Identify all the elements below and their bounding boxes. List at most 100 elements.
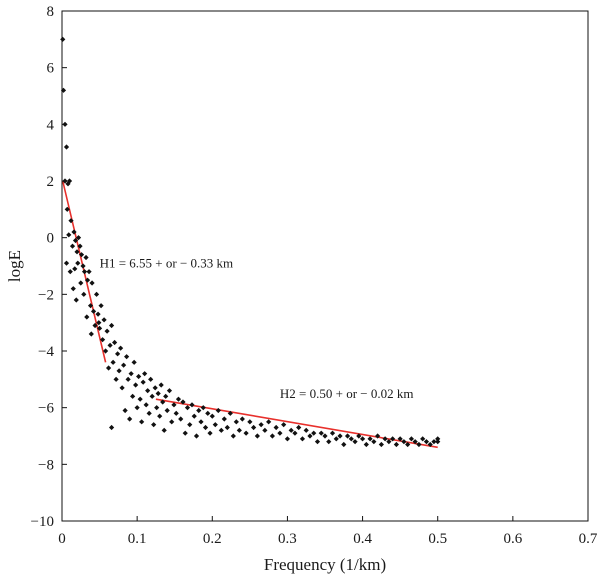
data-point bbox=[284, 436, 291, 442]
data-point bbox=[356, 433, 362, 439]
data-point bbox=[233, 419, 239, 425]
data-point bbox=[205, 410, 211, 416]
data-point bbox=[296, 424, 302, 431]
data-point bbox=[93, 291, 100, 297]
fit-lines bbox=[61, 180, 438, 449]
data-point bbox=[251, 424, 257, 431]
data-point bbox=[63, 144, 70, 150]
data-point bbox=[69, 243, 76, 249]
data-point bbox=[66, 232, 72, 238]
data-point bbox=[420, 436, 426, 442]
fit-annotation: H2 = 0.50 + or − 0.02 km bbox=[280, 386, 414, 401]
data-point bbox=[154, 405, 160, 411]
data-point bbox=[98, 303, 104, 309]
y-tick-label: −2 bbox=[38, 287, 54, 303]
data-point bbox=[68, 218, 74, 224]
data-point bbox=[152, 385, 158, 391]
data-point bbox=[311, 430, 317, 436]
data-point bbox=[157, 413, 163, 419]
data-point bbox=[254, 433, 260, 439]
data-point bbox=[105, 365, 112, 371]
data-point bbox=[149, 393, 155, 399]
data-point bbox=[77, 243, 83, 249]
data-point bbox=[108, 424, 115, 431]
x-tick-label: 0.1 bbox=[128, 531, 147, 547]
data-point bbox=[96, 325, 103, 331]
data-point bbox=[137, 396, 143, 402]
data-point bbox=[83, 254, 89, 261]
data-point bbox=[187, 422, 193, 428]
data-point bbox=[116, 368, 122, 374]
data-point bbox=[122, 407, 128, 414]
data-point bbox=[337, 433, 343, 439]
y-tick-label: 8 bbox=[47, 4, 55, 20]
data-point bbox=[401, 439, 407, 445]
data-point bbox=[136, 373, 142, 380]
data-point bbox=[314, 439, 321, 445]
y-tick-label: −10 bbox=[31, 514, 54, 530]
data-point bbox=[326, 439, 332, 445]
data-point bbox=[198, 419, 204, 425]
data-point bbox=[75, 235, 82, 241]
data-point bbox=[209, 413, 215, 419]
y-tick-label: 6 bbox=[47, 61, 55, 77]
data-point bbox=[115, 351, 121, 357]
x-tick-label: 0.7 bbox=[579, 531, 598, 547]
data-point bbox=[303, 427, 309, 433]
data-point bbox=[128, 371, 134, 377]
data-point bbox=[142, 371, 148, 377]
data-point bbox=[184, 405, 191, 411]
data-point bbox=[160, 399, 166, 405]
data-point bbox=[118, 345, 124, 351]
data-point bbox=[318, 430, 324, 436]
fit-annotation: H1 = 6.55 + or − 0.33 km bbox=[100, 255, 234, 270]
data-point bbox=[175, 396, 182, 402]
data-point bbox=[215, 407, 221, 414]
data-point bbox=[151, 422, 157, 428]
data-point bbox=[423, 439, 430, 445]
data-point bbox=[341, 441, 347, 448]
data-point bbox=[408, 436, 415, 442]
data-point bbox=[348, 436, 354, 442]
data-point bbox=[127, 416, 133, 422]
data-point bbox=[281, 422, 287, 428]
data-point bbox=[66, 178, 73, 184]
data-point bbox=[258, 422, 264, 428]
y-tick-label: −4 bbox=[38, 344, 54, 360]
data-point bbox=[171, 402, 177, 408]
data-point bbox=[96, 320, 102, 326]
data-point bbox=[224, 424, 230, 431]
data-point bbox=[169, 419, 175, 425]
data-point bbox=[60, 36, 66, 42]
plot-frame bbox=[61, 10, 589, 522]
data-point bbox=[218, 427, 224, 433]
x-tick-label: 0.2 bbox=[203, 531, 222, 547]
data-point bbox=[72, 237, 79, 244]
data-point bbox=[81, 291, 87, 297]
data-point bbox=[71, 229, 77, 235]
data-point bbox=[299, 436, 306, 442]
data-point bbox=[67, 269, 73, 275]
data-point bbox=[329, 430, 336, 436]
data-point bbox=[130, 393, 136, 399]
data-point bbox=[134, 405, 140, 411]
data-point bbox=[102, 348, 109, 354]
data-point bbox=[431, 439, 437, 445]
data-point bbox=[239, 416, 245, 422]
data-point bbox=[143, 402, 149, 408]
data-point bbox=[322, 433, 328, 439]
data-point bbox=[333, 436, 339, 442]
data-point bbox=[221, 416, 227, 422]
data-point bbox=[292, 430, 298, 436]
data-point bbox=[124, 354, 130, 360]
data-point bbox=[212, 422, 218, 428]
data-point bbox=[119, 385, 125, 391]
data-point bbox=[81, 269, 88, 275]
data-point bbox=[145, 388, 151, 394]
data-point bbox=[112, 339, 118, 346]
data-points bbox=[60, 36, 441, 448]
data-point bbox=[363, 441, 369, 448]
data-point bbox=[352, 439, 358, 445]
data-point bbox=[63, 260, 70, 266]
